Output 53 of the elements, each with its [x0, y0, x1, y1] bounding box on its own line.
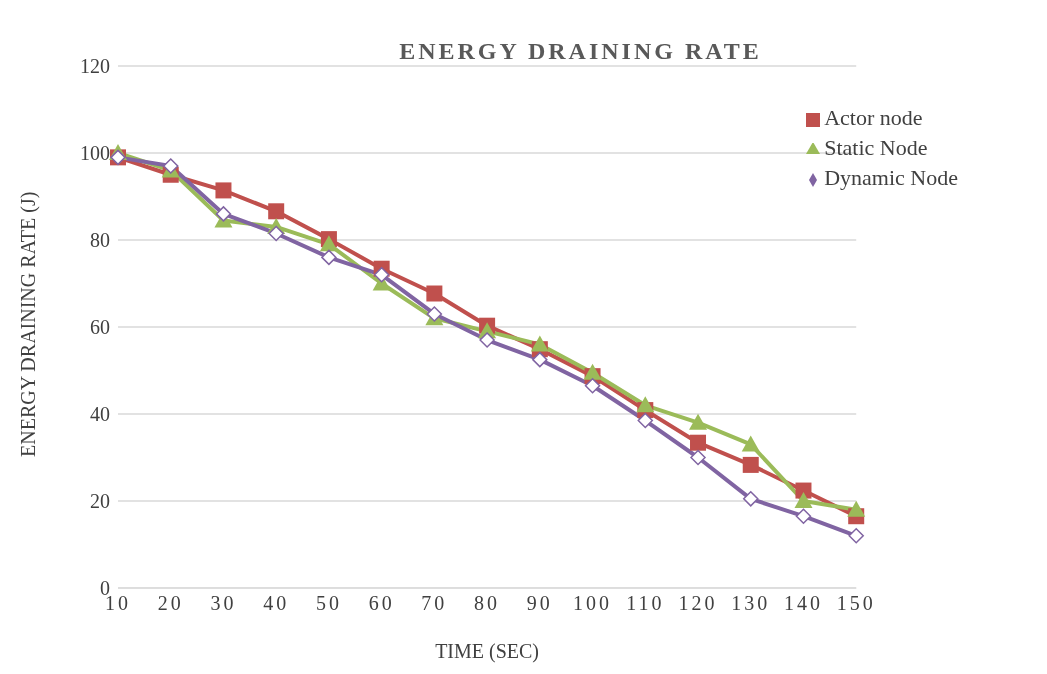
- y-tick-label: 80: [90, 229, 110, 252]
- y-tick-label: 20: [90, 490, 110, 513]
- chart-title: ENERGY DRAINING RATE: [398, 38, 763, 65]
- point: [689, 413, 708, 430]
- point: [162, 158, 179, 174]
- y-axis-title: ENERGY DRAINING RATE (J): [17, 191, 41, 457]
- x-tick-label: 50: [315, 592, 342, 615]
- point: [637, 412, 654, 429]
- y-tick-label: 60: [90, 316, 110, 339]
- point: [530, 335, 549, 352]
- point: [319, 235, 338, 252]
- point: [215, 206, 232, 222]
- point: [636, 396, 655, 413]
- point: [848, 528, 864, 544]
- point: [426, 306, 443, 322]
- point: [690, 434, 707, 451]
- legend-label: Static Node: [824, 135, 928, 160]
- x-tick-label: 60: [368, 592, 395, 615]
- point: [268, 225, 284, 242]
- point: [321, 249, 337, 266]
- point: [584, 377, 601, 394]
- x-tick-label: 70: [421, 592, 448, 615]
- point: [741, 435, 760, 452]
- x-tick-label: 150: [836, 592, 876, 615]
- point: [743, 491, 759, 507]
- point: [795, 508, 812, 524]
- x-tick-label: 20: [157, 592, 184, 615]
- x-tick-label: 120: [678, 592, 718, 615]
- y-tick-label: 100: [80, 142, 110, 165]
- point: [583, 363, 602, 380]
- point: [373, 267, 390, 283]
- x-tick-label: 40: [263, 592, 290, 615]
- x-tick-label: 140: [783, 592, 823, 615]
- point: [690, 449, 706, 466]
- x-axis-title: TIME (SEC): [435, 640, 540, 663]
- point: [532, 351, 548, 368]
- x-tick-label: 100: [573, 592, 613, 615]
- legend-label: Dynamic Node: [824, 165, 958, 190]
- point: [426, 285, 443, 302]
- point: [215, 182, 232, 199]
- y-tick-label: 120: [80, 55, 110, 78]
- y-tick-label: 40: [90, 403, 110, 426]
- x-tick-label: 90: [526, 592, 553, 615]
- x-tick-label: 130: [731, 592, 771, 615]
- point: [479, 332, 495, 348]
- point: [742, 456, 759, 473]
- x-tick-label: 30: [210, 592, 237, 615]
- legend-label: Actor node: [824, 105, 923, 130]
- point: [847, 500, 866, 517]
- x-tick-label: 80: [474, 592, 501, 615]
- point: [268, 203, 285, 220]
- x-tick-label: 110: [626, 592, 665, 615]
- point: [794, 492, 813, 508]
